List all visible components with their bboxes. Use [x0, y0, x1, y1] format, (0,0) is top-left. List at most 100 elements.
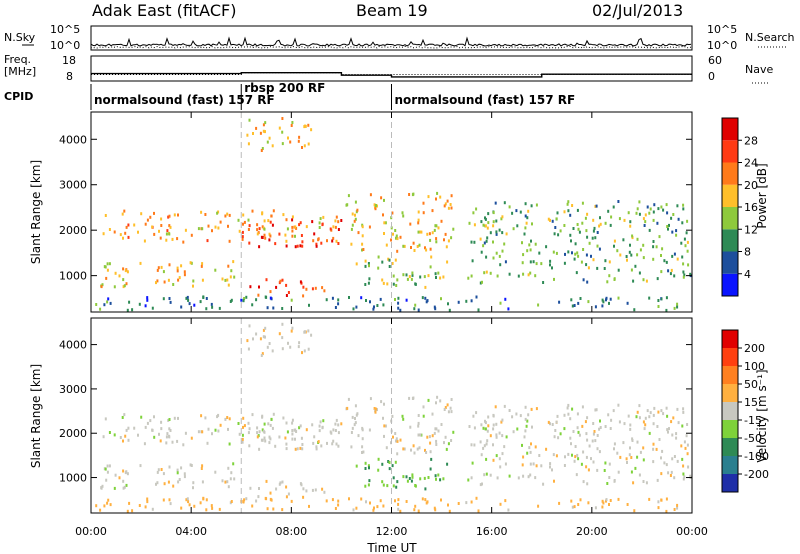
power-echo-cell	[677, 217, 680, 221]
power-echo-cell	[397, 306, 400, 310]
power-echo-cell	[495, 232, 498, 236]
velocity-echo-cell	[180, 506, 183, 510]
power-echo-cell	[308, 303, 310, 307]
velocity-echo-cell	[448, 509, 451, 513]
power-echo-cell	[367, 281, 370, 285]
power-echo-cell	[107, 297, 110, 301]
velocity-echo-cell	[247, 347, 250, 351]
power-echo-cell	[171, 237, 174, 241]
power-echo-cell	[347, 194, 350, 198]
power-echo-cell	[144, 222, 147, 226]
velocity-echo-cell	[258, 447, 261, 451]
velocity-echo-cell	[285, 495, 288, 499]
colorbar-segment	[722, 184, 738, 207]
power-echo-cell	[440, 219, 443, 223]
velocity-echo-cell	[241, 437, 244, 441]
velocity-echo-cell	[382, 504, 385, 508]
power-echo-cell	[594, 204, 597, 208]
power-echo-cell	[384, 221, 387, 225]
velocity-echo-cell	[251, 504, 254, 508]
velocity-echo-cell	[337, 444, 340, 448]
power-echo-cell	[512, 227, 515, 231]
power-echo-cell	[675, 229, 678, 233]
power-echo-cell	[271, 144, 274, 148]
power-echo-cell	[492, 256, 495, 260]
velocity-echo-cell	[356, 412, 359, 416]
velocity-echo-cell	[612, 409, 615, 413]
velocity-echo-cell	[629, 446, 631, 450]
power-echo-cell	[504, 297, 507, 301]
velocity-echo-cell	[320, 444, 323, 448]
power-echo-cell	[644, 213, 647, 217]
power-echo-cell	[604, 259, 607, 263]
velocity-echo-cell	[665, 509, 668, 513]
velocity-echo-cell	[321, 425, 324, 429]
power-echo-cell	[642, 278, 645, 282]
power-echo-cell	[479, 281, 482, 285]
velocity-echo-cell	[242, 416, 245, 420]
power-echo-cell	[360, 296, 363, 300]
power-echo-cell	[642, 217, 645, 221]
time-tick-label: 16:00	[476, 525, 508, 538]
velocity-echo-cell	[672, 416, 675, 420]
power-echo-cell	[475, 295, 478, 299]
power-echo-cell	[557, 233, 560, 237]
power-echo-cell	[372, 307, 375, 311]
velocity-echo-cell	[380, 400, 383, 404]
velocity-echo-cell	[665, 463, 668, 467]
velocity-echo-cell	[433, 431, 436, 435]
power-echo-cell	[168, 214, 171, 218]
noise-panel-frame	[90, 25, 693, 51]
power-echo-cell	[554, 226, 557, 229]
power-echo-cell	[601, 304, 604, 308]
velocity-echo-cell	[596, 468, 599, 472]
nave-tick-low: 0	[708, 70, 715, 83]
power-echo-cell	[598, 224, 601, 228]
velocity-echo-cell	[294, 437, 296, 441]
power-echo-cell	[578, 230, 581, 234]
colorbar-segment	[722, 384, 738, 402]
velocity-echo-cell	[139, 464, 142, 468]
velocity-echo-cell	[395, 485, 398, 489]
power-echo-cell	[526, 249, 529, 253]
velocity-echo-cell	[300, 436, 303, 440]
velocity-echo-cell	[575, 473, 578, 477]
velocity-echo-cell	[534, 476, 537, 480]
power-echo-cell	[122, 285, 125, 289]
velocity-echo-cell	[499, 502, 502, 506]
power-echo-cell	[146, 296, 149, 300]
velocity-echo-cell	[183, 472, 186, 476]
velocity-echo-cell	[613, 479, 616, 482]
power-echo-cell	[424, 296, 427, 300]
velocity-echo-cell	[682, 477, 685, 481]
velocity-echo-cell	[480, 423, 483, 427]
velocity-echo-cell	[426, 435, 429, 439]
power-echo-cell	[527, 209, 530, 213]
velocity-echo-cell	[193, 504, 196, 508]
velocity-echo-cell	[204, 416, 207, 420]
power-echo-cell	[301, 244, 304, 248]
power-echo-cell	[433, 305, 436, 309]
velocity-echo-cell	[604, 425, 607, 428]
velocity-echo-cell	[169, 502, 172, 506]
velocity-echo-cell	[434, 427, 437, 431]
velocity-echo-cell	[310, 333, 313, 337]
velocity-echo-cell	[501, 434, 504, 438]
power-echo-cell	[350, 227, 353, 231]
velocity-echo-cell	[388, 461, 391, 464]
power-echo-cell	[350, 242, 353, 246]
colorbar-tick-label: 12	[744, 223, 758, 236]
power-echo-cell	[612, 205, 615, 209]
power-echo-cell	[323, 289, 326, 293]
power-echo-cell	[667, 227, 669, 231]
power-echo-cell	[433, 228, 436, 232]
power-echo-cell	[272, 209, 275, 213]
power-echo-cell	[656, 221, 659, 225]
velocity-echo-cell	[484, 419, 486, 423]
power-echo-cell	[242, 299, 245, 303]
velocity-echo-cell	[364, 467, 367, 470]
power-echo-cell	[471, 259, 474, 263]
power-echo-cell	[549, 259, 552, 263]
colorbar-tick-label: -200	[744, 468, 769, 481]
